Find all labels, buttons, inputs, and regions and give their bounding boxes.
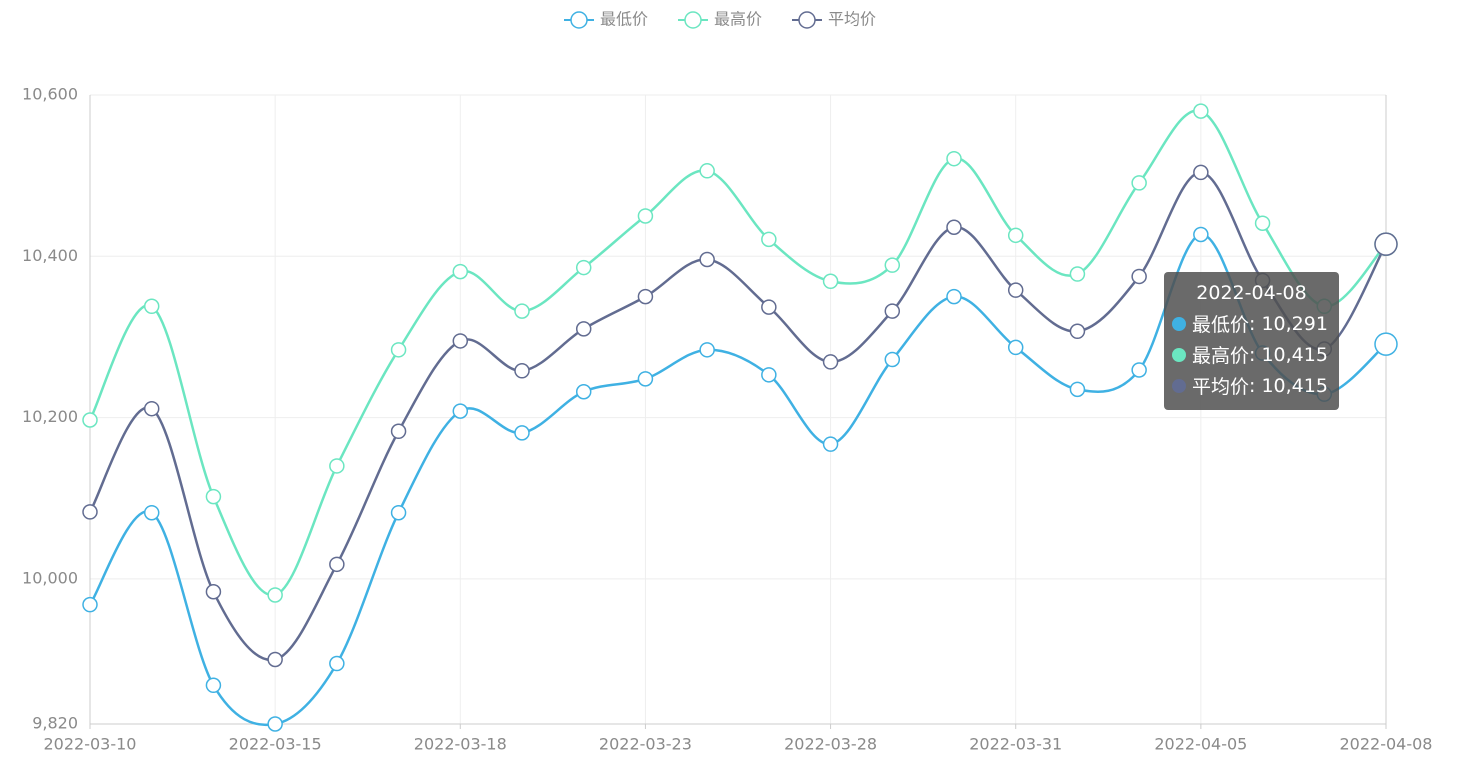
point — [822, 354, 839, 370]
point — [761, 299, 777, 315]
point — [329, 556, 345, 573]
tooltip-row: 平均价: 10,415 — [1172, 370, 1331, 401]
point — [1069, 381, 1086, 398]
point — [822, 436, 839, 452]
point — [514, 303, 530, 319]
x-tick-label: 2022-04-05 — [1154, 735, 1247, 754]
point — [699, 251, 715, 268]
point — [637, 371, 654, 387]
point — [1131, 362, 1147, 378]
point — [1069, 266, 1086, 282]
legend-label: 最低价 — [600, 10, 648, 29]
point — [884, 303, 901, 319]
point — [267, 587, 283, 603]
point — [1193, 103, 1209, 119]
point — [575, 384, 592, 400]
point — [267, 716, 283, 732]
x-tick-label: 2022-03-18 — [414, 735, 507, 754]
legend-marker — [570, 11, 588, 29]
point — [1374, 332, 1398, 356]
point — [946, 288, 962, 305]
tooltip-title: 2022-04-08 — [1196, 282, 1307, 304]
y-tick-label: 9,820 — [32, 714, 78, 733]
point — [946, 150, 962, 167]
point — [575, 259, 592, 276]
point — [82, 412, 98, 428]
y-tick-label: 10,000 — [22, 568, 78, 587]
tooltip: 2022-04-08 最低价: 10,291 最高价: 10,415 平均价: 10… — [1164, 272, 1339, 410]
point — [1069, 323, 1086, 340]
legend-marker — [798, 11, 816, 29]
point — [143, 504, 160, 521]
tooltip-row: 最高价: 10,415 — [1172, 339, 1331, 370]
x-tick-label: 2022-03-31 — [969, 735, 1062, 754]
point — [267, 651, 283, 668]
tooltip-name: 最低价 — [1192, 314, 1250, 336]
separator: : — [1249, 343, 1262, 366]
point — [514, 363, 530, 379]
point — [205, 488, 222, 505]
tooltip-value: 10,291 — [1261, 312, 1328, 335]
point — [390, 423, 407, 440]
point — [205, 677, 222, 694]
point — [699, 163, 715, 179]
x-tick-label: 2022-03-23 — [599, 735, 692, 754]
y-tick-label: 10,400 — [22, 246, 78, 265]
point — [1007, 282, 1024, 298]
tooltip-row: 最低价: 10,291 — [1172, 308, 1331, 339]
separator: : — [1249, 374, 1262, 397]
legend-marker — [684, 11, 702, 29]
x-tick-label: 2022-03-15 — [229, 735, 322, 754]
point — [1131, 268, 1147, 285]
point — [390, 504, 407, 521]
point — [761, 231, 777, 248]
point — [1254, 215, 1271, 231]
point — [205, 583, 222, 600]
x-tick-label: 2022-03-28 — [784, 735, 877, 754]
point — [946, 219, 962, 236]
point — [82, 504, 98, 520]
point — [514, 425, 530, 441]
tooltip-value: 10,415 — [1261, 343, 1328, 366]
point — [1374, 232, 1398, 256]
y-tick-label: 10,600 — [22, 85, 78, 104]
tooltip-dot — [1172, 347, 1186, 362]
point — [82, 596, 98, 613]
point — [452, 403, 469, 419]
point — [884, 257, 901, 273]
point — [822, 273, 839, 290]
point — [761, 367, 777, 383]
x-tick-label: 2022-03-10 — [44, 735, 137, 754]
point — [1193, 226, 1209, 243]
point — [452, 333, 469, 349]
point — [1131, 175, 1147, 191]
point — [452, 263, 469, 280]
separator: : — [1249, 312, 1262, 335]
legend-label: 平均价 — [828, 10, 876, 29]
point — [699, 342, 715, 358]
tooltip-dot — [1172, 378, 1186, 393]
point — [884, 351, 901, 368]
tooltip-name: 最高价 — [1192, 345, 1250, 367]
x-tick-label: 2022-04-08 — [1340, 735, 1433, 754]
point — [637, 208, 654, 224]
point — [329, 458, 345, 474]
point — [143, 298, 160, 315]
point — [1193, 164, 1209, 181]
point — [637, 288, 654, 305]
point — [575, 321, 592, 337]
tooltip-value: 10,415 — [1261, 374, 1328, 397]
point — [1007, 227, 1024, 244]
point — [390, 342, 407, 358]
point — [143, 400, 160, 417]
tooltip-name: 平均价 — [1192, 376, 1250, 398]
point — [1007, 339, 1024, 356]
y-tick-label: 10,200 — [22, 407, 78, 426]
tooltip-dot — [1172, 316, 1186, 331]
legend-label: 最高价 — [714, 10, 762, 29]
point — [329, 655, 345, 672]
